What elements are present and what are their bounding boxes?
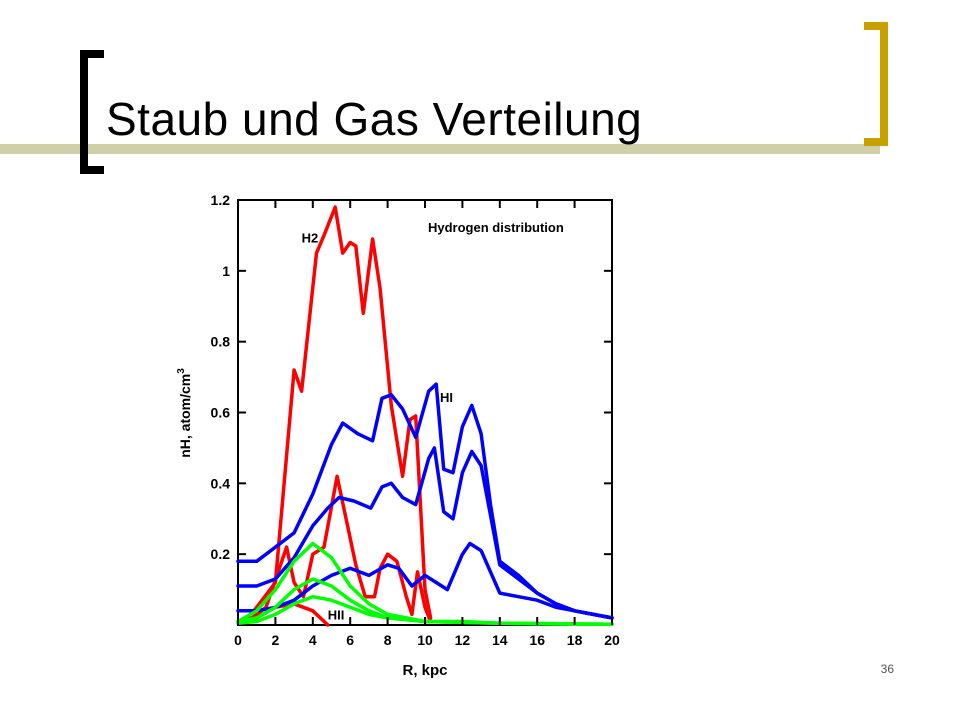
y-tick-label: 0.4 [211,475,231,491]
title-band [0,144,880,154]
y-tick-label: 0.8 [211,334,231,350]
x-tick-label: 16 [529,632,545,648]
x-tick-label: 0 [234,632,242,648]
series-line-hii-9 [236,594,614,627]
left-bracket [80,50,104,174]
y-tick-label: 1.2 [211,192,231,208]
y-tick-label: 0.6 [211,405,231,421]
y-axis-label-superscript: 3 [176,368,187,374]
x-tick-label: 6 [346,632,354,648]
x-tick-label: 20 [604,632,620,648]
x-tick-label: 4 [309,632,317,648]
x-axis-label: R, kpc [402,662,447,679]
x-tick-label: 2 [272,632,280,648]
series-line-h2-2 [245,474,433,624]
annotation-hi: HI [440,390,453,405]
y-axis-label-text: nH, atom/cm [177,374,193,458]
series-line-hi-6 [236,541,614,620]
x-tick-label: 10 [417,632,433,648]
page-number: 36 [880,662,894,676]
y-axis-label: nH, atom/cm3 [176,368,193,458]
slide-title: Staub und Gas Verteilung [106,93,643,145]
tick-layer: 0 2 4 6 8 10 12 14 16 18 20 0.2 0.4 0.6 0.8 1 1.2 [211,192,620,648]
hydrogen-distribution-chart: 0 2 4 6 8 10 12 14 16 18 20 0.2 0.4 0.6 0.8 1 1.2 Hydrog… [176,192,620,679]
annotation-h2: H2 [302,231,319,246]
x-tick-label: 14 [492,632,508,648]
annotation-hii: HII [328,608,345,623]
x-tick-label: 18 [567,632,583,648]
y-tick-label: 0.2 [211,546,231,562]
right-bracket [864,22,888,146]
x-tick-label: 12 [455,632,471,648]
series-line-hi-5 [236,446,614,620]
y-tick-label: 1 [222,263,230,279]
x-tick-label: 8 [384,632,392,648]
series-line-h2-1 [245,205,433,620]
series-layer [236,205,614,627]
chart-title: Hydrogen distribution [428,220,564,235]
annotation-layer: H2 HI HII [302,231,453,623]
